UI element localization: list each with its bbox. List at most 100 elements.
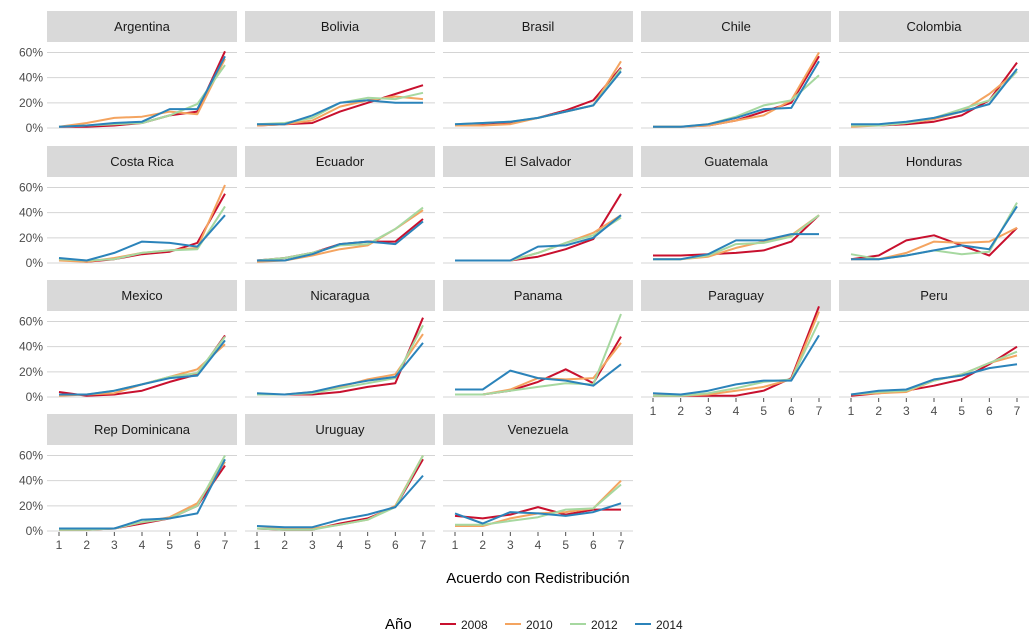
series-line-2012	[850, 350, 1018, 396]
x-tick-label: 7	[222, 538, 229, 552]
panel-title: Paraguay	[708, 288, 764, 303]
series-line-2012	[256, 455, 424, 531]
x-tick-label: 3	[309, 538, 316, 552]
panel-peru: Peru 1 2 3 4 5 6 7	[839, 280, 1029, 418]
series-line-2014	[58, 55, 226, 128]
strip-background	[839, 280, 1029, 311]
series-line-2014	[454, 502, 622, 525]
series-line-2010	[455, 479, 622, 527]
series-line-2010	[653, 51, 820, 128]
panel-title: Costa Rica	[110, 154, 174, 169]
x-tick-label: 6	[392, 538, 399, 552]
series-line-2008	[58, 193, 226, 263]
panel-honduras: Honduras	[839, 146, 1029, 264]
strip-background	[443, 11, 633, 42]
y-tick-label: 20%	[19, 96, 43, 110]
panel-title: Uruguay	[315, 422, 365, 437]
series-line-2008	[257, 317, 424, 396]
series-line-2008	[653, 306, 820, 397]
series-line-2008	[455, 336, 622, 396]
panel-el-salvador: El Salvador	[443, 146, 633, 264]
panel-title: Mexico	[121, 288, 162, 303]
x-tick-label: 6	[590, 538, 597, 552]
legend-title: Año	[385, 616, 412, 633]
x-tick-label: 5	[562, 538, 569, 552]
y-tick-label: 40%	[19, 206, 43, 220]
panel-title: El Salvador	[505, 154, 572, 169]
panel-title: Venezuela	[508, 422, 569, 437]
y-tick-label: 60%	[19, 315, 43, 329]
series-line-2014	[256, 342, 424, 396]
strip-background	[245, 11, 435, 42]
x-tick-label: 3	[705, 404, 712, 418]
panel-ecuador: Ecuador	[245, 146, 435, 264]
x-tick-label: 4	[337, 538, 344, 552]
legend-label-2008: 2008	[461, 618, 488, 632]
panel-rep-dominicana: Rep Dominicana 0% 20% 40% 60% 1 2 3 4 5 6 7	[19, 414, 237, 552]
panel-title: Brasil	[522, 19, 555, 34]
strip-background	[245, 414, 435, 445]
panel-title: Chile	[721, 19, 751, 34]
series-line-2008	[653, 214, 820, 257]
strip-background	[245, 146, 435, 177]
x-tick-label: 2	[281, 538, 288, 552]
x-tick-label: 7	[618, 538, 625, 552]
x-tick-label: 1	[254, 538, 261, 552]
series-line-2014	[455, 363, 622, 391]
y-tick-label: 40%	[19, 340, 43, 354]
series-line-2014	[257, 99, 423, 126]
strip-background	[839, 11, 1029, 42]
series-line-2010	[257, 455, 424, 530]
series-line-2010	[58, 184, 226, 263]
series-line-2012	[58, 205, 226, 262]
panel-chile: Chile	[641, 11, 831, 129]
y-tick-label: 60%	[19, 449, 43, 463]
panel-title: Colombia	[907, 19, 963, 34]
x-tick-label: 2	[677, 404, 684, 418]
series-line-2008	[256, 218, 424, 262]
series-line-2014	[59, 339, 226, 396]
x-tick-label: 6	[194, 538, 201, 552]
x-tick-label: 1	[452, 538, 459, 552]
strip-background	[47, 11, 237, 42]
y-tick-label: 60%	[19, 181, 43, 195]
panel-nicaragua: Nicaragua	[245, 280, 435, 398]
series-line-2014	[653, 60, 820, 128]
panel-title: Guatemala	[704, 154, 768, 169]
panel-title: Peru	[920, 288, 947, 303]
panel-uruguay: Uruguay 1 2 3 4 5 6 7	[245, 414, 435, 552]
legend-label-2014: 2014	[656, 618, 683, 632]
series-line-2014	[454, 70, 622, 126]
x-tick-label: 4	[931, 404, 938, 418]
series-line-2012	[256, 206, 424, 262]
x-tick-label: 3	[507, 538, 514, 552]
x-tick-label: 6	[986, 404, 993, 418]
series-line-2008	[59, 50, 226, 128]
y-tick-label: 0%	[26, 390, 44, 404]
series-line-2014	[851, 205, 1018, 261]
legend: Año 2008 2010 2012 2014	[385, 616, 683, 633]
x-tick-label: 5	[364, 538, 371, 552]
panel-paraguay: Paraguay 1 2 3 4 5 6 7	[641, 280, 831, 418]
strip-background	[641, 146, 831, 177]
series-line-2012	[653, 74, 820, 128]
x-tick-label: 7	[816, 404, 823, 418]
series-line-2010	[455, 60, 622, 127]
strip-background	[443, 146, 633, 177]
x-tick-label: 1	[848, 404, 855, 418]
x-tick-label: 6	[788, 404, 795, 418]
x-axis-title: Acuerdo con Redistribución	[446, 570, 629, 587]
y-tick-label: 0%	[26, 524, 44, 538]
series-line-2014	[652, 334, 820, 396]
panel-panama: Panama	[443, 280, 633, 398]
y-tick-label: 20%	[19, 365, 43, 379]
x-tick-label: 7	[420, 538, 427, 552]
y-tick-label: 0%	[26, 121, 44, 135]
y-tick-label: 20%	[19, 231, 43, 245]
panel-costa-rica: Costa Rica 0% 20% 40% 60%	[19, 146, 237, 270]
panel-argentina: Argentina 0% 20% 40% 60%	[19, 11, 237, 135]
x-tick-label: 5	[958, 404, 965, 418]
panel-brasil: Brasil	[443, 11, 633, 129]
